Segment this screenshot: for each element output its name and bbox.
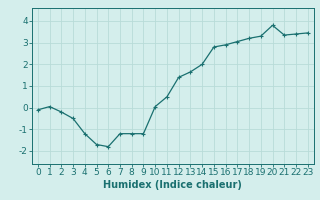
X-axis label: Humidex (Indice chaleur): Humidex (Indice chaleur): [103, 180, 242, 190]
